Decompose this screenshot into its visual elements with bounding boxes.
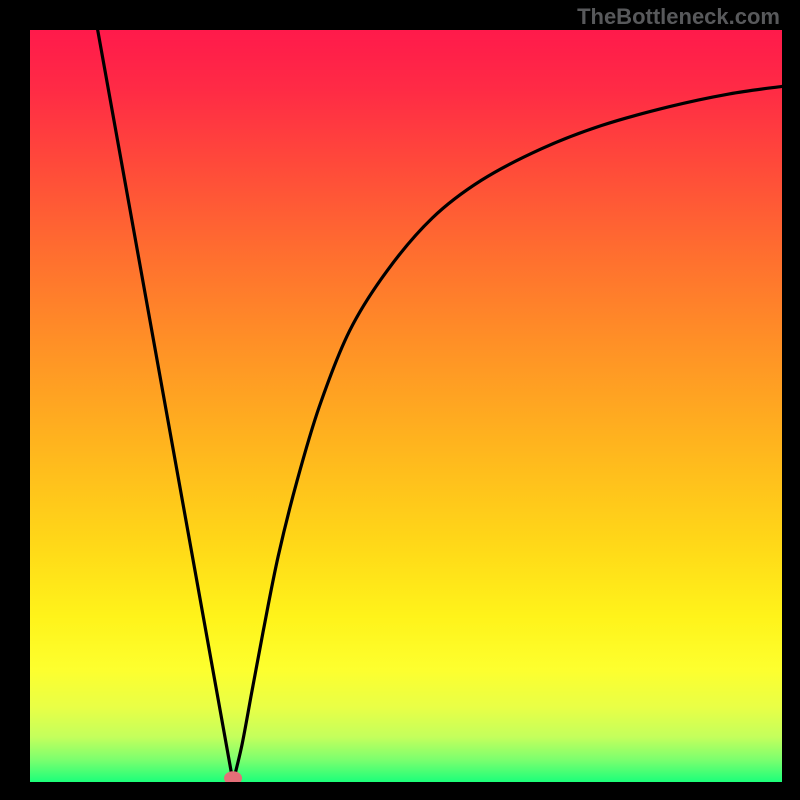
plot-area	[30, 30, 782, 782]
frame-bottom	[0, 782, 800, 800]
optimum-marker	[30, 30, 782, 782]
frame-left	[0, 0, 30, 800]
watermark-text: TheBottleneck.com	[577, 4, 780, 30]
frame-right	[782, 0, 800, 800]
